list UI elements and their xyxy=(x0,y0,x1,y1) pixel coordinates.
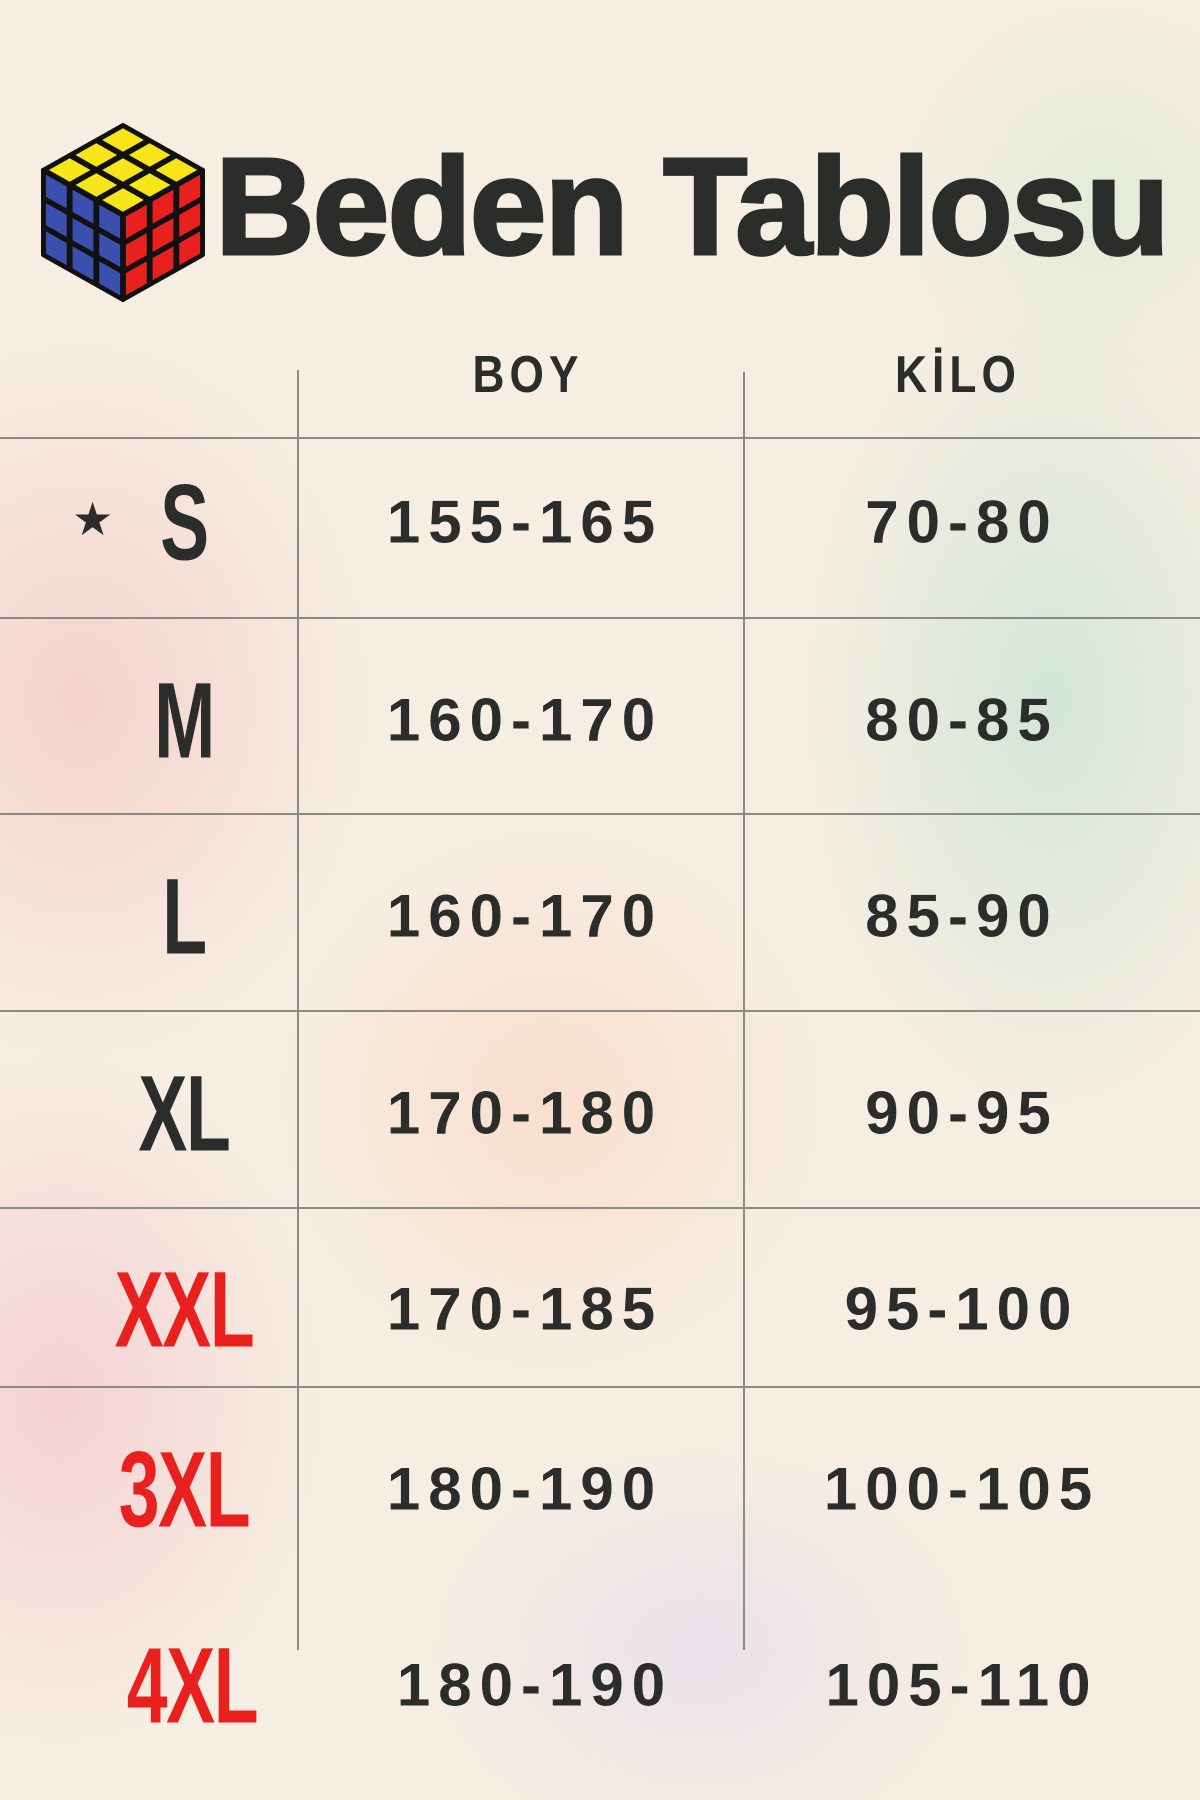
size-label: L xyxy=(162,855,207,977)
row-divider xyxy=(0,1207,1200,1209)
row-divider xyxy=(0,1010,1200,1012)
size-label: M xyxy=(154,659,215,781)
kilo-value: 90-95 xyxy=(865,1079,1059,1147)
boy-value: 180-190 xyxy=(386,1455,664,1523)
cube-sticker-red xyxy=(152,246,174,281)
cube-sticker-blue xyxy=(99,261,121,296)
row-divider xyxy=(0,1386,1200,1388)
row-divider xyxy=(0,437,1200,439)
cube-sticker-red xyxy=(179,231,201,266)
column-header-kilo: KİLO xyxy=(895,346,1021,404)
cube-sticker-red xyxy=(179,174,201,209)
page-title: Beden Tablosu xyxy=(214,130,1172,284)
rubiks-cube-icon xyxy=(41,123,205,302)
size-label: 3XL xyxy=(118,1428,251,1550)
column-header-boy: BOY xyxy=(472,346,584,404)
boy-value: 180-190 xyxy=(396,1651,674,1719)
cube-sticker-blue xyxy=(99,204,121,239)
boy-value: 160-170 xyxy=(386,686,664,754)
size-label: XXL xyxy=(114,1248,255,1370)
cube-sticker-red xyxy=(152,218,174,252)
star-icon: ★ xyxy=(72,493,114,545)
cube-sticker-blue xyxy=(45,203,67,237)
cube-sticker-blue xyxy=(45,231,67,266)
cube-sticker-blue xyxy=(45,174,67,209)
kilo-value: 100-105 xyxy=(823,1455,1101,1523)
row-divider xyxy=(0,617,1200,619)
kilo-value: 70-80 xyxy=(865,488,1059,556)
cube-sticker-red xyxy=(125,204,147,239)
cube-sticker-blue xyxy=(72,246,94,281)
boy-value: 170-185 xyxy=(386,1275,664,1343)
kilo-value: 95-100 xyxy=(844,1275,1080,1343)
cube-sticker-red xyxy=(152,189,174,224)
cube-sticker-blue xyxy=(72,189,94,224)
kilo-value: 85-90 xyxy=(865,882,1059,950)
size-label: XL xyxy=(138,1052,230,1174)
cube-sticker-red xyxy=(179,203,201,237)
kilo-value: 105-110 xyxy=(825,1651,1099,1719)
row-divider xyxy=(0,813,1200,815)
cube-sticker-red xyxy=(125,233,147,267)
boy-value: 155-165 xyxy=(386,488,664,556)
boy-value: 160-170 xyxy=(386,882,664,950)
cube-sticker-red xyxy=(125,261,147,296)
size-label: 4XL xyxy=(126,1624,259,1746)
kilo-value: 80-85 xyxy=(865,686,1059,754)
cube-sticker-blue xyxy=(99,233,121,267)
cube-sticker-blue xyxy=(72,218,94,252)
boy-value: 170-180 xyxy=(386,1079,664,1147)
size-label: S xyxy=(160,461,209,583)
